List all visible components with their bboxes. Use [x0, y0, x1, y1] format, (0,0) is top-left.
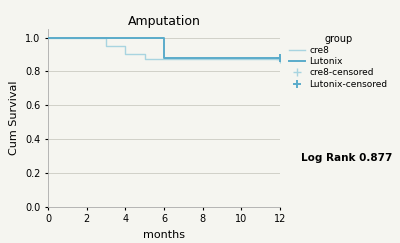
- Y-axis label: Cum Survival: Cum Survival: [10, 81, 20, 155]
- Text: Log Rank 0.877: Log Rank 0.877: [301, 153, 392, 163]
- Title: Amputation: Amputation: [128, 15, 200, 28]
- Legend: cre8, Lutonix, cre8-censored, Lutonix-censored: cre8, Lutonix, cre8-censored, Lutonix-ce…: [289, 34, 387, 89]
- X-axis label: months: months: [143, 230, 185, 240]
